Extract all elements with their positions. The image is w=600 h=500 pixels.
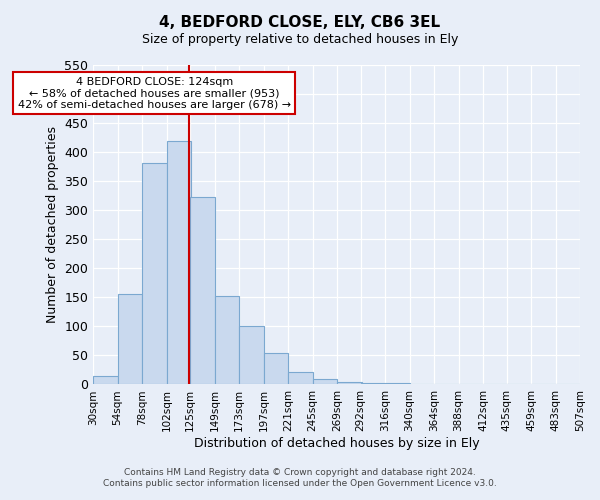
Bar bbox=[142, 162, 167, 384]
Bar bbox=[239, 326, 263, 384]
Text: 4 BEDFORD CLOSE: 124sqm
← 58% of detached houses are smaller (953)
42% of semi-d: 4 BEDFORD CLOSE: 124sqm ← 58% of detache… bbox=[18, 76, 291, 110]
Bar bbox=[93, 376, 118, 384]
Bar bbox=[288, 372, 313, 384]
Bar bbox=[313, 378, 337, 384]
Bar bbox=[263, 353, 288, 384]
Bar bbox=[337, 382, 362, 384]
Bar bbox=[190, 197, 215, 384]
X-axis label: Distribution of detached houses by size in Ely: Distribution of detached houses by size … bbox=[194, 437, 479, 450]
Bar bbox=[118, 294, 142, 384]
Text: Size of property relative to detached houses in Ely: Size of property relative to detached ho… bbox=[142, 32, 458, 46]
Bar bbox=[215, 296, 239, 384]
Text: 4, BEDFORD CLOSE, ELY, CB6 3EL: 4, BEDFORD CLOSE, ELY, CB6 3EL bbox=[160, 15, 440, 30]
Text: Contains HM Land Registry data © Crown copyright and database right 2024.
Contai: Contains HM Land Registry data © Crown c… bbox=[103, 468, 497, 487]
Bar bbox=[167, 140, 191, 384]
Y-axis label: Number of detached properties: Number of detached properties bbox=[46, 126, 59, 323]
